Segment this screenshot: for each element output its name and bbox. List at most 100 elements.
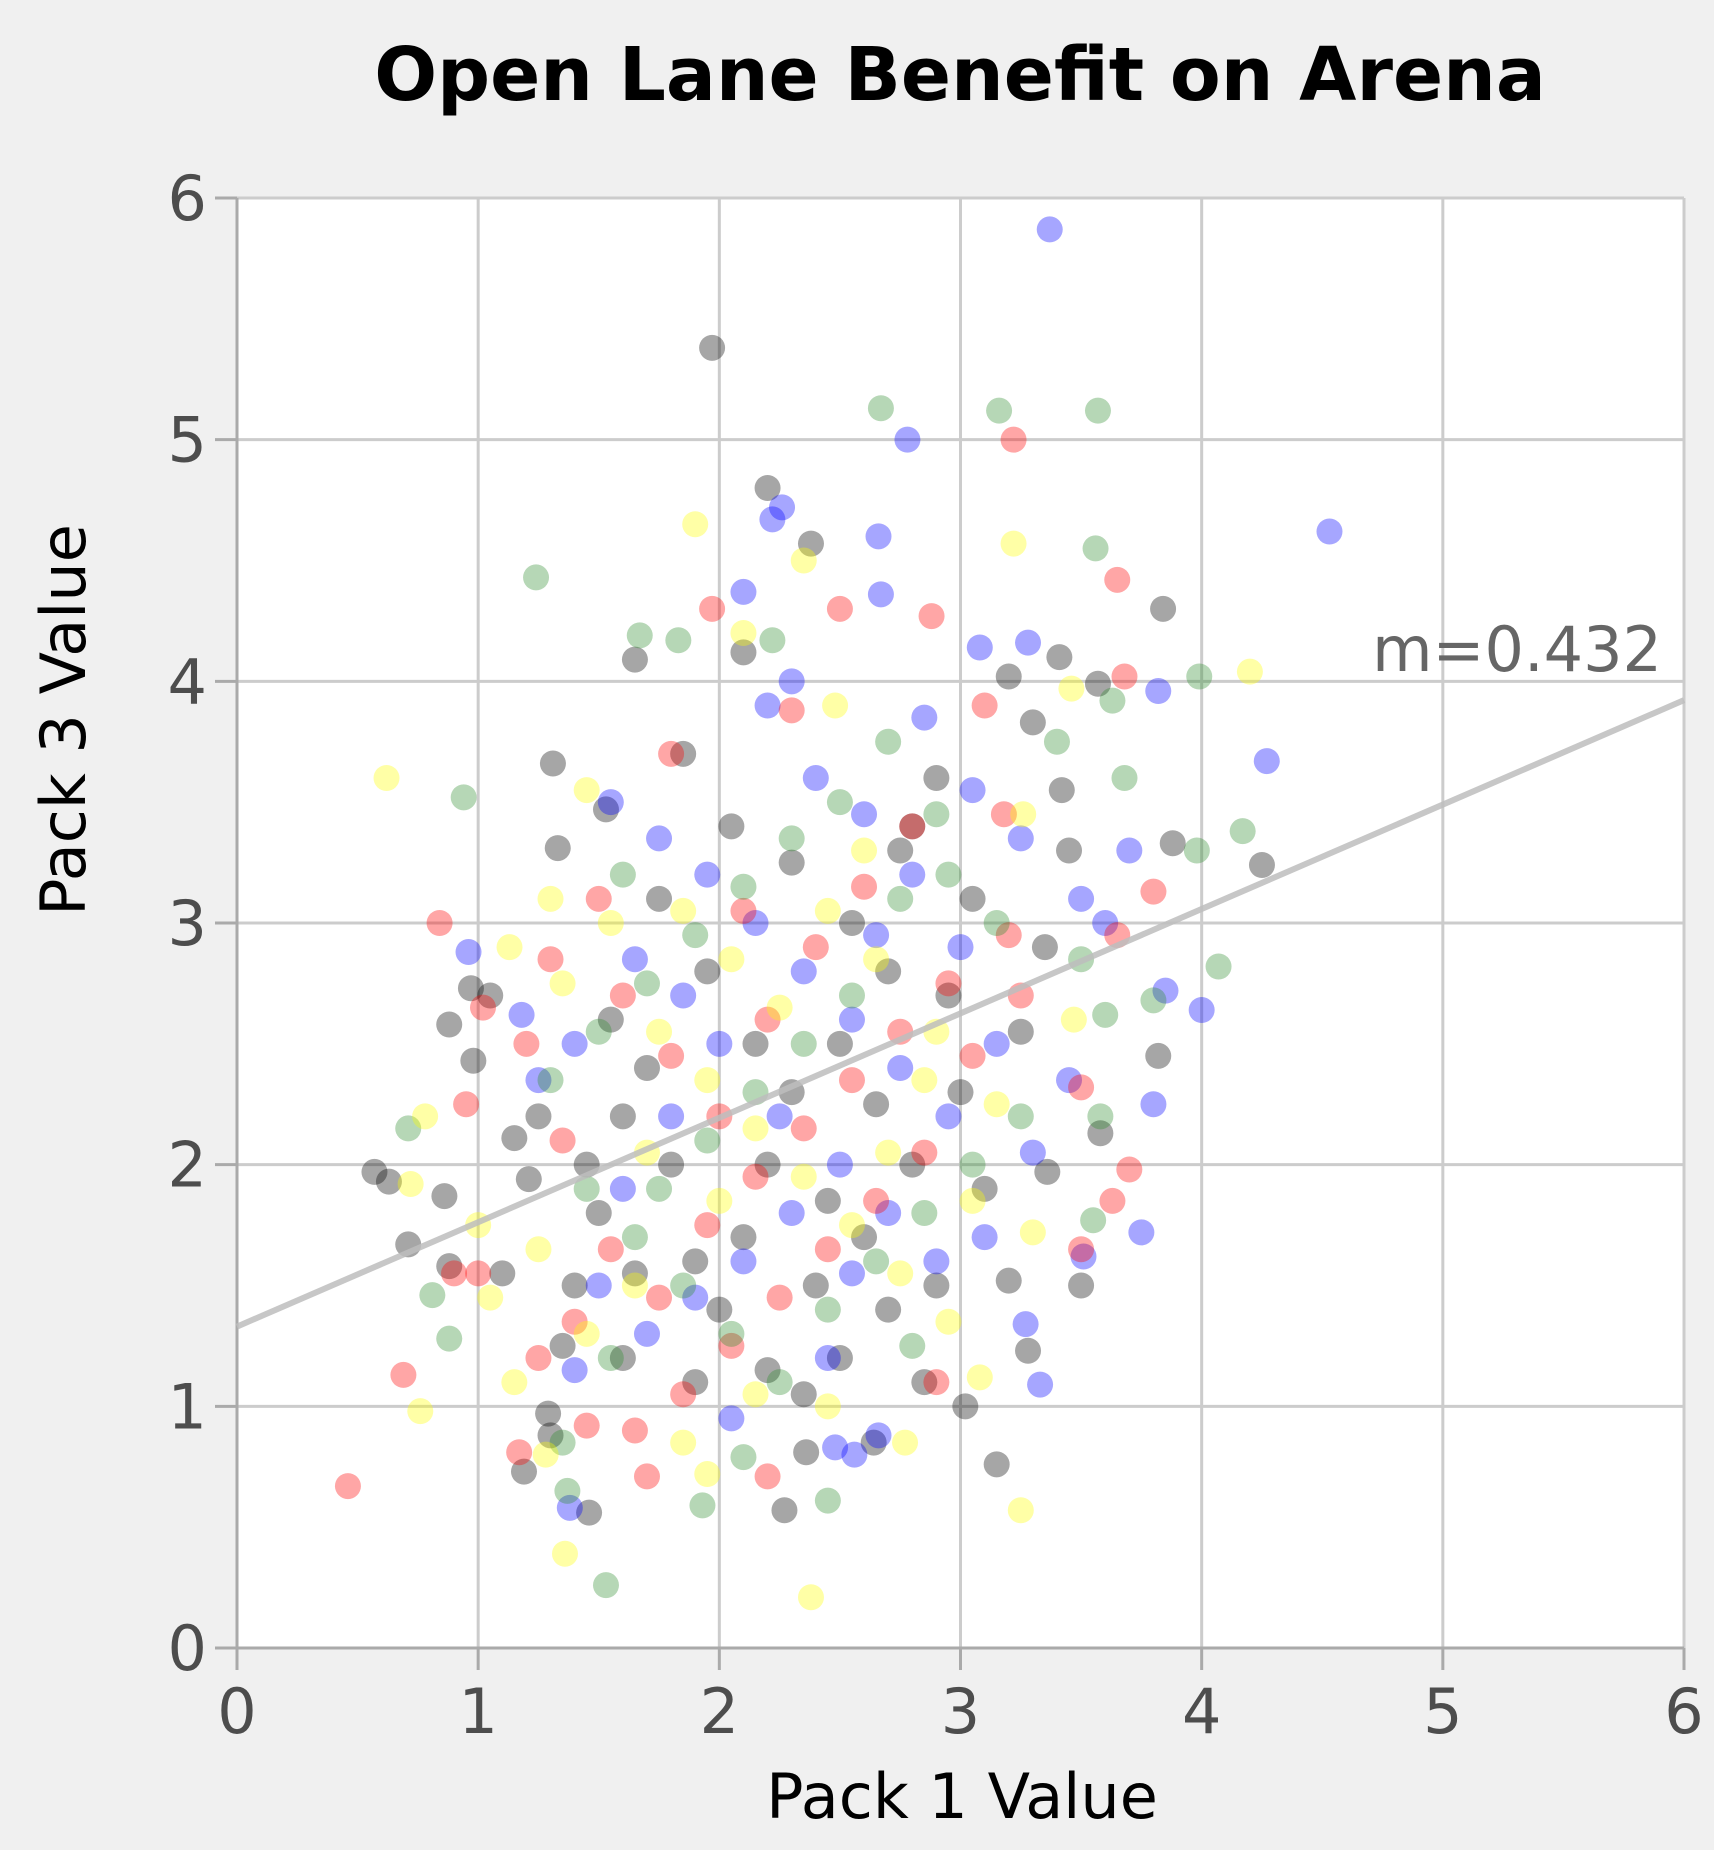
scatter-point	[585, 1200, 612, 1226]
scatter-point	[935, 861, 962, 888]
scatter-point	[887, 1260, 914, 1287]
scatter-point	[947, 934, 974, 961]
scatter-point	[453, 1091, 480, 1118]
scatter-point	[754, 1151, 781, 1178]
scatter-point	[621, 1272, 648, 1299]
scatter-point	[790, 1115, 817, 1142]
scatter-point	[597, 1345, 624, 1371]
scatter-point	[1205, 953, 1232, 980]
scatter-point	[778, 697, 805, 724]
scatter-point	[1056, 1067, 1083, 1094]
scatter-point	[525, 1236, 552, 1263]
scatter-point	[730, 1444, 757, 1471]
scatter-point	[841, 1441, 868, 1468]
scatter-point	[694, 1461, 721, 1487]
scatter-point	[1046, 644, 1073, 671]
scatter-point	[1068, 1272, 1095, 1299]
scatter-point	[670, 1381, 697, 1408]
scatter-point	[838, 1006, 865, 1033]
scatter-point	[1145, 678, 1172, 704]
scatter-point	[609, 1175, 636, 1202]
scatter-point	[646, 885, 673, 912]
scatter-point	[718, 1332, 745, 1359]
scatter-point	[822, 692, 849, 719]
scatter-point	[923, 1272, 950, 1299]
scatter-point	[802, 1272, 829, 1299]
scatter-point	[1104, 566, 1131, 593]
scatter-point	[935, 982, 962, 1009]
scatter-point	[1236, 658, 1263, 685]
scatter-point	[1316, 518, 1343, 545]
scatter-point	[1007, 1018, 1034, 1045]
scatter-point	[875, 958, 902, 985]
scatter-point	[983, 910, 1010, 936]
scatter-point	[592, 1572, 619, 1599]
scatter-point	[851, 801, 878, 828]
scatter-point	[537, 1067, 564, 1094]
scatter-point	[551, 1540, 578, 1567]
scatter-point	[959, 1187, 986, 1214]
scatter-point	[544, 835, 571, 862]
scatter-point	[646, 1284, 673, 1311]
scatter-point	[670, 740, 697, 767]
scatter-point	[790, 547, 817, 574]
scatter-point	[585, 1018, 612, 1045]
scatter-point	[626, 622, 653, 649]
scatter-point	[952, 1393, 979, 1420]
scatter-point	[1111, 765, 1138, 791]
scatter-point	[971, 1175, 998, 1202]
scatter-point	[706, 1187, 733, 1214]
scatter-point	[935, 970, 962, 997]
scatter-point	[959, 777, 986, 804]
scatter-point	[838, 1260, 865, 1287]
chart-title: Open Lane Benefit on Arena	[374, 32, 1546, 118]
scatter-point	[621, 1260, 648, 1287]
scatter-point	[718, 813, 745, 840]
scatter-point	[658, 740, 685, 767]
scatter-point	[797, 530, 824, 557]
scatter-point	[1087, 1120, 1114, 1147]
scatter-point	[658, 1042, 685, 1069]
scatter-point	[621, 1417, 648, 1444]
scatter-point	[1068, 885, 1095, 912]
scatter-point	[621, 946, 648, 973]
scatter-point	[867, 581, 894, 608]
data-points	[334, 216, 1343, 1611]
scatter-point	[918, 603, 945, 630]
scatter-point	[790, 1030, 817, 1057]
scatter-point	[865, 1422, 892, 1449]
scatter-point	[778, 1200, 805, 1226]
scatter-point	[597, 1236, 624, 1263]
x-tick-label: 5	[1423, 1675, 1462, 1748]
scatter-point	[609, 1345, 636, 1371]
scatter-point	[754, 1357, 781, 1384]
scatter-point	[742, 1030, 769, 1057]
scatter-point	[407, 1398, 434, 1425]
scatter-point	[1188, 997, 1215, 1023]
scatter-point	[609, 982, 636, 1009]
scatter-point	[426, 910, 453, 936]
scatter-point	[863, 1187, 890, 1214]
scatter-point	[1128, 1219, 1155, 1246]
scatter-point	[419, 1282, 446, 1309]
scatter-point	[501, 1369, 528, 1396]
scatter-point	[706, 1030, 733, 1057]
scatter-point	[561, 1357, 588, 1384]
scatter-point	[670, 1272, 697, 1299]
scatter-point	[573, 777, 600, 804]
scatter-point	[742, 1381, 769, 1408]
scatter-point	[826, 789, 853, 816]
scatter-point	[875, 728, 902, 755]
scatter-point	[513, 1030, 540, 1057]
scatter-point	[778, 825, 805, 852]
scatter-point	[549, 970, 576, 997]
scatter-point	[561, 1030, 588, 1057]
scatter-point	[597, 1006, 624, 1033]
scatter-point	[1058, 675, 1085, 702]
scatter-point	[549, 1127, 576, 1154]
scatter-point	[609, 1103, 636, 1130]
scatter-point	[465, 1260, 492, 1287]
scatter-point	[670, 897, 697, 924]
scatter-point	[778, 849, 805, 876]
scatter-point	[766, 994, 793, 1021]
